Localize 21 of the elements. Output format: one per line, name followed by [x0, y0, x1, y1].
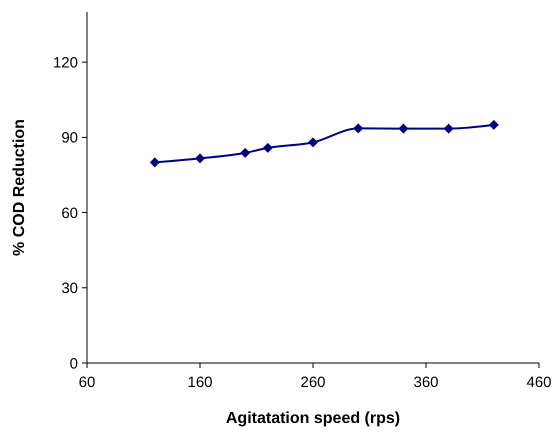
- x-tick-label: 360: [413, 374, 439, 391]
- point: [262, 142, 273, 153]
- point: [150, 157, 160, 168]
- x-tick-label: 460: [526, 374, 552, 391]
- y-tick-label: 120: [52, 54, 78, 72]
- y-tick-label: 90: [61, 130, 78, 147]
- point: [308, 137, 318, 148]
- x-tick-label: 260: [300, 374, 326, 391]
- point: [195, 153, 205, 164]
- x-tick-label: 160: [187, 374, 213, 391]
- point: [488, 120, 499, 130]
- y-tick-label: 0: [70, 355, 78, 372]
- y-tick-label: 30: [61, 280, 78, 298]
- y-tick-label: 60: [61, 204, 78, 222]
- point: [398, 124, 408, 134]
- x-tick-label: 60: [78, 374, 96, 391]
- x-axis-title: Agitatation speed (rps): [226, 410, 400, 427]
- point: [353, 123, 364, 134]
- point: [240, 148, 250, 158]
- y-axis-title: % COD Reduction: [11, 119, 28, 256]
- point: [444, 124, 454, 134]
